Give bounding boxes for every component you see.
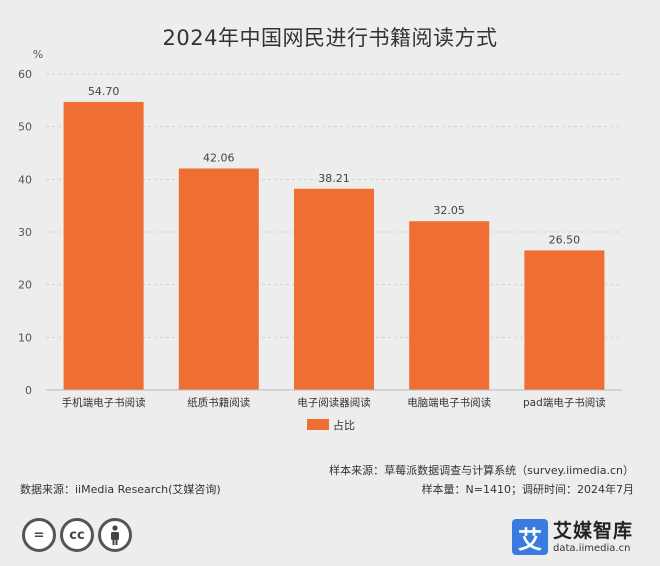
legend-swatch bbox=[307, 419, 329, 430]
data-label: 42.06 bbox=[203, 151, 235, 164]
brand-url: data.iimedia.cn bbox=[553, 542, 631, 554]
y-tick-label: 60 bbox=[18, 68, 32, 81]
x-category-label: 电子阅读器阅读 bbox=[297, 396, 371, 409]
bars bbox=[63, 101, 605, 390]
data-label: 54.70 bbox=[88, 85, 120, 98]
x-category-label: pad端电子书阅读 bbox=[523, 396, 606, 409]
sample-size-note: 样本量：N=1410；调研时间：2024年7月 bbox=[421, 483, 634, 496]
legend-label: 占比 bbox=[333, 418, 355, 432]
brand-name: 艾媒智库 bbox=[553, 519, 634, 542]
brand-logo-icon: 艾 bbox=[512, 519, 548, 555]
data-labels: 54.70 42.06 38.21 32.05 26.50 bbox=[88, 85, 580, 247]
license-icons: = cc bbox=[22, 518, 132, 552]
y-tick-label: 10 bbox=[18, 331, 32, 344]
brand: 艾 艾媒智库 data.iimedia.cn bbox=[512, 519, 633, 555]
data-label: 32.05 bbox=[433, 204, 465, 217]
y-tick-label: 50 bbox=[18, 121, 32, 134]
x-category-label: 电脑端电子书阅读 bbox=[407, 396, 491, 409]
y-tick-label: 30 bbox=[18, 226, 32, 239]
legend: 占比 bbox=[307, 418, 355, 432]
bar bbox=[409, 221, 490, 390]
bar bbox=[524, 250, 605, 390]
y-tick-label: 0 bbox=[25, 384, 32, 397]
person-icon bbox=[111, 525, 119, 545]
bar bbox=[294, 188, 374, 390]
x-category-label: 手机端电子书阅读 bbox=[62, 396, 146, 409]
x-category-label: 纸质书籍阅读 bbox=[187, 396, 250, 409]
y-tick-label: 40 bbox=[18, 173, 32, 186]
y-tick-label: 20 bbox=[18, 279, 32, 292]
y-axis-unit-label: % bbox=[33, 48, 43, 61]
cc-attribution-icon bbox=[98, 518, 132, 552]
sample-source-note: 样本来源：草莓派数据调查与计算系统（survey.iimedia.cn） bbox=[329, 464, 634, 477]
y-axis-ticks: 0 10 20 30 40 50 60 bbox=[18, 68, 32, 397]
cc-icon: cc bbox=[60, 518, 94, 552]
source-note: 数据来源：iiMedia Research(艾媒咨询) bbox=[20, 483, 221, 496]
cc-equal-icon: = bbox=[22, 518, 56, 552]
x-axis-categories: 手机端电子书阅读 纸质书籍阅读 电子阅读器阅读 电脑端电子书阅读 pad端电子书阅读 bbox=[62, 396, 607, 409]
data-label: 38.21 bbox=[318, 172, 350, 185]
data-label: 26.50 bbox=[549, 233, 581, 246]
bar bbox=[63, 101, 144, 390]
chart-title: 2024年中国网民进行书籍阅读方式 bbox=[162, 26, 498, 50]
bar bbox=[178, 168, 259, 390]
bar-chart: % 0 10 20 30 40 50 60 54.70 42.06 38.21 32.05 26.5… bbox=[18, 48, 622, 432]
